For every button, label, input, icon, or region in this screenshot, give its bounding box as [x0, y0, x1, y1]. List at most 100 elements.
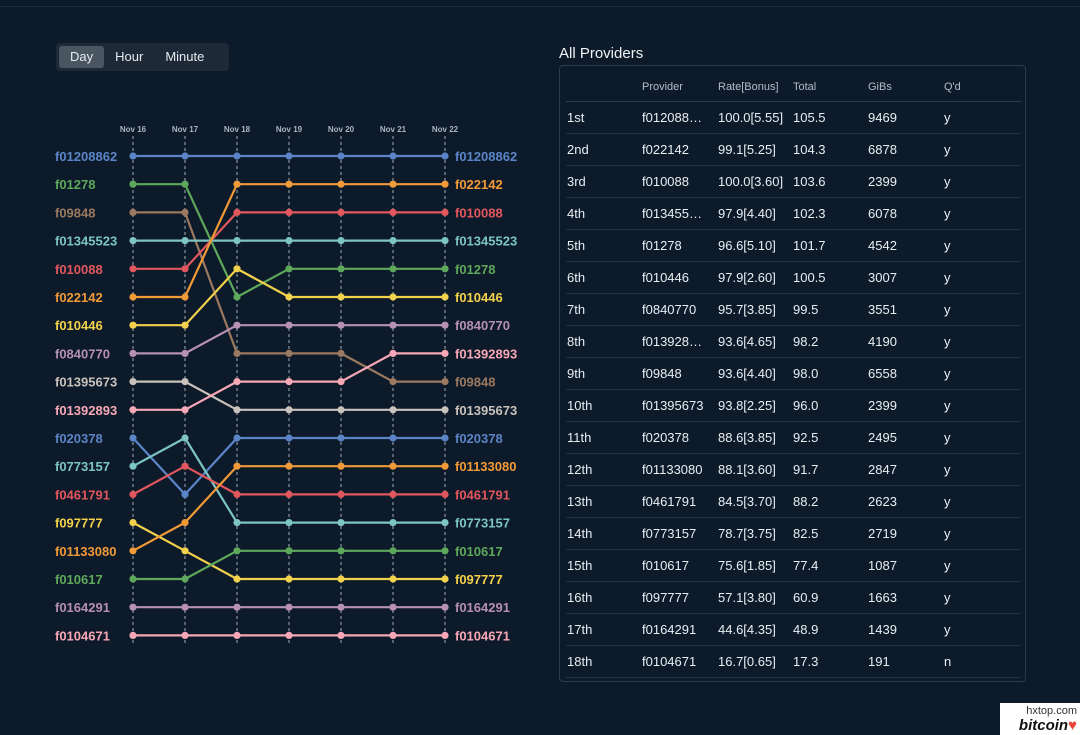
table-cell: 88.2 — [792, 485, 867, 518]
data-point — [181, 208, 189, 216]
x-tick-label: Nov 19 — [276, 125, 303, 134]
data-point — [129, 406, 137, 414]
table-cell: 2623 — [867, 485, 943, 518]
data-point — [441, 321, 449, 329]
series-start-label: f0840770 — [55, 346, 110, 361]
data-point — [441, 519, 449, 527]
heart-icon: ♥ — [1068, 717, 1077, 734]
table-cell: 17.3 — [792, 645, 867, 678]
table-cell: 92.5 — [792, 421, 867, 454]
table-cell: 84.5[3.70] — [717, 485, 792, 518]
data-point — [233, 237, 241, 245]
data-point — [129, 631, 137, 640]
toggle-hour-button[interactable]: Hour — [115, 49, 144, 64]
series-start-label: f01345523 — [55, 234, 117, 249]
table-cell: y — [943, 293, 1021, 326]
table-cell: 93.6[4.40] — [717, 357, 792, 390]
table-cell: 91.7 — [792, 453, 867, 486]
x-tick-label: Nov 22 — [432, 125, 459, 134]
series-end-label: f010446 — [455, 290, 503, 305]
timeframe-toggle: Day Hour Minute — [56, 43, 229, 71]
data-point — [233, 490, 241, 498]
table-cell: 98.2 — [792, 325, 867, 358]
x-tick-label: Nov 17 — [172, 125, 199, 134]
data-point — [389, 378, 397, 386]
series-end-label: f010088 — [455, 205, 503, 220]
data-point — [181, 575, 189, 583]
series-start-label: f0104671 — [55, 628, 110, 643]
table-cell: f01133080 — [641, 453, 717, 486]
table-cell: f097777 — [641, 581, 717, 614]
table-cell: 3007 — [867, 261, 943, 294]
series-start-label: f0164291 — [55, 600, 110, 615]
data-point — [181, 321, 189, 329]
data-point — [233, 293, 241, 301]
table-cell: 1087 — [867, 549, 943, 582]
column-header: Total — [792, 72, 867, 102]
data-point — [337, 265, 345, 273]
data-point — [337, 321, 345, 329]
data-point — [129, 180, 137, 188]
data-point — [129, 349, 137, 357]
table-row: 4th f013455… 97.9[4.40] 102.3 6078 y — [566, 197, 1021, 230]
table-cell: 44.6[4.35] — [717, 613, 792, 646]
series-end-label: f0773157 — [455, 516, 510, 531]
data-point — [389, 462, 397, 470]
series-start-label: f010446 — [55, 318, 103, 333]
series-end-label: f0104671 — [455, 628, 510, 643]
data-point — [233, 406, 241, 414]
data-point — [389, 519, 397, 527]
table-cell: 100.5 — [792, 261, 867, 294]
data-point — [285, 519, 293, 527]
table-cell: f010617 — [641, 549, 717, 582]
data-point — [181, 519, 189, 527]
table-cell: 105.5 — [792, 101, 867, 134]
data-point — [337, 490, 345, 498]
data-point — [441, 631, 449, 640]
table-cell: 98.0 — [792, 357, 867, 390]
table-cell: f01395673 — [641, 389, 717, 422]
data-point — [285, 208, 293, 216]
column-header: Provider — [641, 72, 717, 102]
data-point — [233, 547, 241, 555]
data-point — [233, 152, 241, 160]
x-tick-label: Nov 18 — [224, 125, 251, 134]
data-point — [129, 490, 137, 498]
x-tick-label: Nov 21 — [380, 125, 407, 134]
x-tick-label: Nov 20 — [328, 125, 355, 134]
series-start-label: f0773157 — [55, 459, 110, 474]
data-point — [337, 152, 345, 160]
data-point — [337, 208, 345, 216]
toggle-day-button[interactable]: Day — [59, 46, 105, 68]
series-end-label: f022142 — [455, 177, 503, 192]
toggle-minute-button[interactable]: Minute — [165, 49, 205, 64]
table-cell: f013928… — [641, 325, 717, 358]
table-cell: f0461791 — [641, 485, 717, 518]
table-cell: 11th — [566, 421, 641, 454]
watermark-site: hxtop.com — [1026, 705, 1077, 717]
table-row: 5th f01278 96.6[5.10] 101.7 4542 y — [566, 229, 1021, 262]
table-cell: 99.5 — [792, 293, 867, 326]
table-cell: y — [943, 549, 1021, 582]
series-end-label: f01392893 — [455, 346, 517, 361]
table-cell: 60.9 — [792, 581, 867, 614]
series-end-label: f01208862 — [455, 149, 517, 164]
data-point — [337, 349, 345, 357]
table-cell: y — [943, 133, 1021, 166]
table-row: 9th f09848 93.6[4.40] 98.0 6558 y — [566, 357, 1021, 390]
data-point — [285, 237, 293, 245]
table-cell: 9469 — [867, 101, 943, 134]
data-point — [129, 293, 137, 301]
table-cell: y — [943, 197, 1021, 230]
table-cell: 4190 — [867, 325, 943, 358]
table-row: 3rd f010088 100.0[3.60] 103.6 2399 y — [566, 165, 1021, 198]
table-row: 16th f097777 57.1[3.80] 60.9 1663 y — [566, 581, 1021, 614]
table-cell: 4542 — [867, 229, 943, 262]
data-point — [389, 265, 397, 273]
data-point — [233, 603, 241, 611]
table-cell: n — [943, 645, 1021, 678]
table-row: 10th f01395673 93.8[2.25] 96.0 2399 y — [566, 389, 1021, 422]
watermark-brand: bitcoin — [1018, 717, 1069, 734]
data-point — [389, 547, 397, 555]
data-point — [389, 321, 397, 329]
